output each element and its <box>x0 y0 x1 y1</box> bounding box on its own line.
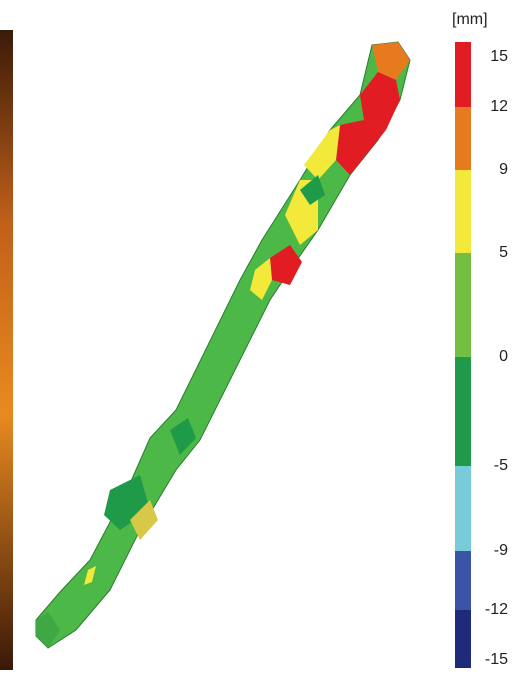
tick-label: 15 <box>490 48 508 65</box>
legend: 15 12 9 5 0 -5 -9 -12 -15 <box>455 42 508 668</box>
figure: [mm] 15 12 9 5 0 -5 -9 -12 -15 <box>0 0 515 675</box>
tick-label: 0 <box>499 348 508 365</box>
tick-label: 5 <box>499 244 508 261</box>
legend-unit: [mm] <box>452 11 488 28</box>
colorbar-band <box>455 107 471 170</box>
colorbar-band <box>455 357 471 466</box>
colorbar-band <box>455 551 471 610</box>
photo-edge <box>0 30 13 670</box>
tick-label: 9 <box>499 161 508 178</box>
colorbar-band <box>455 253 471 357</box>
colorbar-band <box>455 170 471 253</box>
colorbar-band <box>455 42 471 107</box>
colorbar-band <box>455 610 471 668</box>
tick-label: -12 <box>485 601 508 618</box>
tick-label: -9 <box>494 542 508 559</box>
beam-model <box>36 42 410 648</box>
colorbar-band <box>455 466 471 551</box>
tick-label: -15 <box>485 651 508 668</box>
tick-label: -5 <box>494 457 508 474</box>
tick-label: 12 <box>490 98 508 115</box>
